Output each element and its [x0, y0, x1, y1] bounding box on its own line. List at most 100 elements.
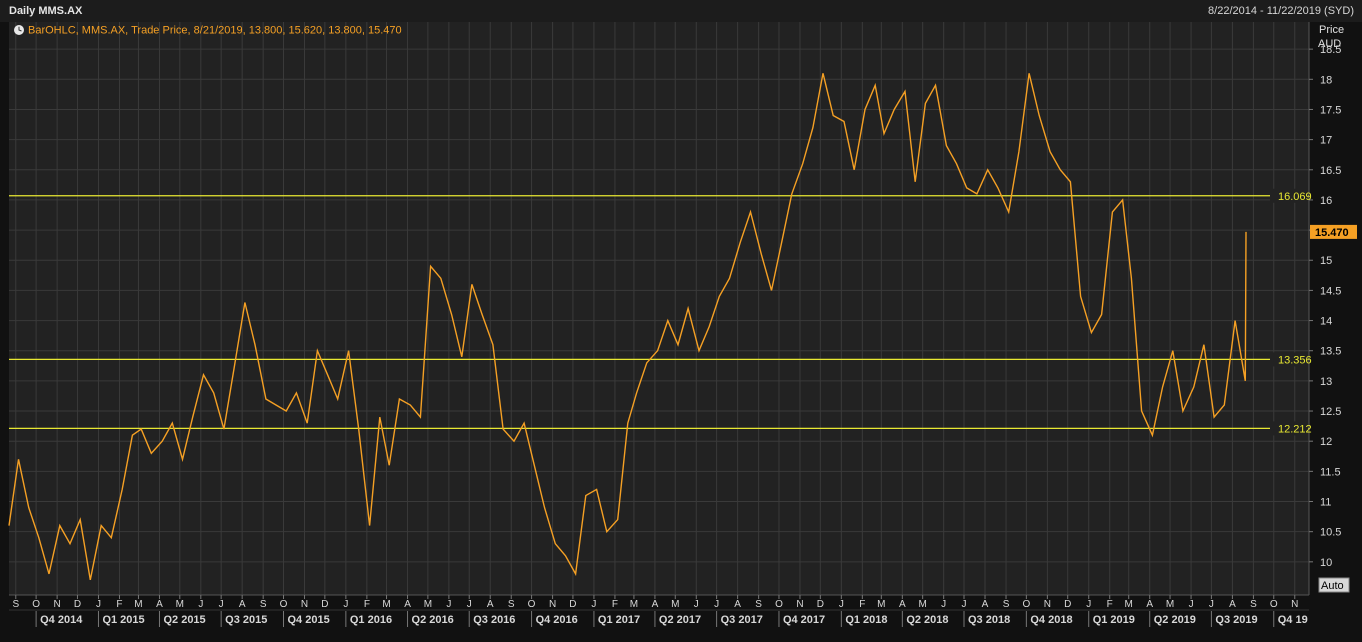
price-chart[interactable]: BarOHLC, MMS.AX, Trade Price, 8/21/2019,… [0, 22, 1362, 642]
month-tick-label: D [569, 599, 576, 610]
clock-hands [18, 26, 22, 32]
y-axis-unit: AUD [1318, 38, 1341, 50]
chart-title: Daily MMS.AX [9, 5, 83, 17]
month-tick-label: O [775, 599, 783, 610]
month-tick-label: F [116, 599, 122, 610]
month-tick-label: A [982, 599, 989, 610]
month-tick-label: J [1086, 599, 1091, 610]
month-tick-label: F [859, 599, 865, 610]
month-tick-label: J [694, 599, 699, 610]
month-tick-label: J [962, 599, 967, 610]
last-price-label: 15.470 [1315, 227, 1349, 239]
legend-text: BarOHLC, MMS.AX, Trade Price, 8/21/2019,… [28, 25, 402, 37]
y-axis-panel [1309, 22, 1362, 642]
quarter-tick-label: Q2 2016 [412, 614, 454, 626]
y-tick-label: 17.5 [1320, 104, 1341, 116]
month-tick-label: J [839, 599, 844, 610]
quarter-tick-label: Q4 2014 [40, 614, 83, 626]
quarter-tick-label: Q1 2017 [598, 614, 640, 626]
level-label-bg [1270, 421, 1308, 436]
quarter-tick-label: Q1 2015 [102, 614, 144, 626]
auto-scale-button[interactable]: Auto [1318, 577, 1350, 593]
y-tick-label: 18 [1320, 74, 1332, 86]
price-series-line [8, 73, 1247, 581]
month-tick-label: A [899, 599, 906, 610]
month-tick-label: J [219, 599, 224, 610]
quarter-tick-label: Q4 2015 [288, 614, 330, 626]
quarter-tick-label: Q2 2018 [906, 614, 948, 626]
month-tick-label: M [877, 599, 885, 610]
quarter-tick-label: Q4 2017 [783, 614, 825, 626]
date-range[interactable]: 8/22/2014 - 11/22/2019 (SYD) [1208, 5, 1354, 17]
month-tick-label: O [32, 599, 40, 610]
month-tick-label: N [549, 599, 556, 610]
y-tick-label: 14.5 [1320, 285, 1341, 297]
month-tick-label: M [630, 599, 638, 610]
x-axis-quarter-ticks: Q4 2014 Q1 2015 Q2 2015 Q3 2015 Q4 2015 Q1 20… [35, 611, 1308, 627]
month-tick-label: J [446, 599, 451, 610]
quarter-tick-label: Q3 2017 [721, 614, 763, 626]
month-tick-label: S [1003, 599, 1010, 610]
auto-button-bg[interactable] [1318, 577, 1350, 593]
month-tick-label: A [156, 599, 163, 610]
quarter-tick-label: Q3 2016 [473, 614, 515, 626]
quarter-tick-label: Q2 2019 [1154, 614, 1196, 626]
month-tick-label: S [755, 599, 762, 610]
quarter-tick-label: Q1 2018 [845, 614, 887, 626]
auto-button-label[interactable]: Auto [1321, 580, 1344, 592]
quarter-tick-label: Q3 2015 [225, 614, 267, 626]
month-tick-label: M [1125, 599, 1133, 610]
month-tick-label: D [321, 599, 328, 610]
month-tick-label: A [1229, 599, 1236, 610]
quarter-tick-label: Q1 2019 [1093, 614, 1135, 626]
month-tick-label: A [1146, 599, 1153, 610]
month-tick-label: N [54, 599, 61, 610]
level-label: 16.069 [1278, 191, 1312, 203]
month-tick-label: M [918, 599, 926, 610]
month-tick-label: M [176, 599, 184, 610]
quarter-tick-label: Q3 2018 [968, 614, 1010, 626]
y-tick-label: 14 [1320, 316, 1332, 328]
y-tick-label: 15 [1320, 255, 1332, 267]
chart-header: Daily MMS.AX 8/22/2014 - 11/22/2019 (SYD… [0, 0, 1362, 23]
y-tick-label: 11 [1320, 497, 1331, 509]
y-tick-label: 12.5 [1320, 406, 1341, 418]
quarter-tick-label: Q2 2017 [659, 614, 701, 626]
month-tick-label: J [467, 599, 472, 610]
month-tick-label: M [1166, 599, 1174, 610]
month-tick-label: O [1022, 599, 1030, 610]
month-tick-label: F [364, 599, 370, 610]
y-axis-ticks: 10 10.5 11 11.5 12 12.5 13 13.5 14 14.5 15 16 16.5 17… [1309, 44, 1341, 569]
quarter-tick-label: Q1 2016 [350, 614, 392, 626]
month-tick-label: F [612, 599, 618, 610]
month-tick-label: N [1044, 599, 1051, 610]
y-tick-label: 16 [1320, 195, 1332, 207]
level-label-bg [1270, 188, 1308, 203]
y-tick-label: 16.5 [1320, 165, 1341, 177]
month-tick-label: A [404, 599, 411, 610]
month-tick-label: D [1064, 599, 1071, 610]
month-tick-label: M [424, 599, 432, 610]
month-tick-label: N [1291, 599, 1298, 610]
y-tick-label: 12 [1320, 436, 1332, 448]
quarter-tick-label: Q4 2016 [536, 614, 578, 626]
month-tick-label: S [508, 599, 515, 610]
legend: BarOHLC, MMS.AX, Trade Price, 8/21/2019,… [14, 25, 402, 37]
y-tick-label: 17 [1320, 135, 1332, 147]
y-tick-label: 10 [1320, 557, 1332, 569]
month-tick-label: O [280, 599, 288, 610]
month-tick-label: J [198, 599, 203, 610]
month-tick-label: J [941, 599, 946, 610]
month-tick-label: M [382, 599, 390, 610]
month-tick-label: J [96, 599, 101, 610]
month-tick-label: N [796, 599, 803, 610]
month-tick-label: O [1270, 599, 1278, 610]
month-tick-label: S [12, 599, 19, 610]
level-lines [9, 195, 1309, 430]
last-price-box [1310, 224, 1357, 239]
plot-area [9, 22, 1309, 595]
level-label-bg [1270, 352, 1308, 367]
y-tick-label: 10.5 [1320, 527, 1341, 539]
